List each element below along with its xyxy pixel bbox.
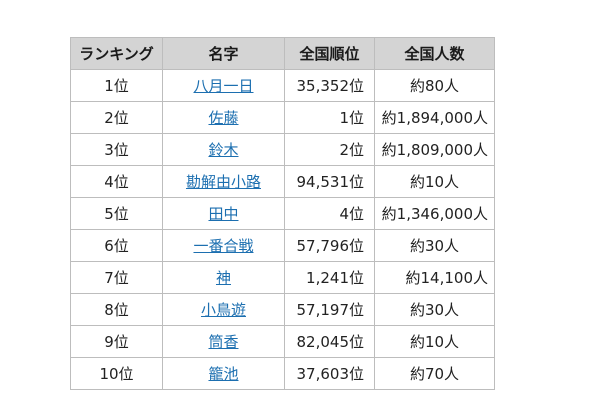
table-row: 7位 神 1,241位 約14,100人 bbox=[70, 261, 495, 294]
national-rank-cell: 2位 bbox=[284, 133, 375, 166]
surname-ranking-table: ランキング 名字 全国順位 全国人数 1位 八月一日 35,352位 約80人 2位 佐藤… bbox=[70, 37, 495, 390]
ranking-cell: 5位 bbox=[70, 197, 163, 230]
ranking-cell: 2位 bbox=[70, 101, 163, 134]
name-cell: 籠池 bbox=[162, 357, 285, 390]
header-national-rank: 全国順位 bbox=[284, 37, 375, 70]
table-body: 1位 八月一日 35,352位 約80人 2位 佐藤 1位 約1,894,000人 3位 鈴木 2位… bbox=[70, 69, 495, 390]
table-row: 8位 小鳥遊 57,197位 約30人 bbox=[70, 293, 495, 326]
surname-link[interactable]: 佐藤 bbox=[208, 109, 239, 127]
header-national-count: 全国人数 bbox=[374, 37, 495, 70]
national-count-cell: 約80人 bbox=[374, 69, 495, 102]
national-rank-cell: 35,352位 bbox=[284, 69, 375, 102]
national-rank-cell: 94,531位 bbox=[284, 165, 375, 198]
name-cell: 勘解由小路 bbox=[162, 165, 285, 198]
table-row: 1位 八月一日 35,352位 約80人 bbox=[70, 69, 495, 102]
name-cell: 佐藤 bbox=[162, 101, 285, 134]
header-name: 名字 bbox=[162, 37, 285, 70]
surname-link[interactable]: 籠池 bbox=[208, 365, 239, 383]
table-row: 5位 田中 4位 約1,346,000人 bbox=[70, 197, 495, 230]
header-row: ランキング 名字 全国順位 全国人数 bbox=[70, 37, 495, 70]
surname-link[interactable]: 小鳥遊 bbox=[200, 301, 246, 319]
national-count-cell: 約10人 bbox=[374, 325, 495, 358]
ranking-cell: 7位 bbox=[70, 261, 163, 294]
surname-link[interactable]: 勘解由小路 bbox=[185, 173, 261, 191]
national-count-cell: 約1,809,000人 bbox=[374, 133, 495, 166]
table-row: 9位 筒香 82,045位 約10人 bbox=[70, 325, 495, 358]
surname-link[interactable]: 八月一日 bbox=[193, 77, 254, 95]
name-cell: 筒香 bbox=[162, 325, 285, 358]
table-row: 4位 勘解由小路 94,531位 約10人 bbox=[70, 165, 495, 198]
surname-link[interactable]: 鈴木 bbox=[208, 141, 239, 159]
national-count-cell: 約1,346,000人 bbox=[374, 197, 495, 230]
surname-link[interactable]: 神 bbox=[215, 269, 231, 287]
surname-link[interactable]: 田中 bbox=[208, 205, 239, 223]
ranking-cell: 1位 bbox=[70, 69, 163, 102]
national-rank-cell: 1,241位 bbox=[284, 261, 375, 294]
surname-link[interactable]: 一番合戦 bbox=[193, 237, 254, 255]
national-count-cell: 約30人 bbox=[374, 293, 495, 326]
header-ranking: ランキング bbox=[70, 37, 163, 70]
name-cell: 田中 bbox=[162, 197, 285, 230]
table-header: ランキング 名字 全国順位 全国人数 bbox=[70, 37, 495, 70]
surname-link[interactable]: 筒香 bbox=[208, 333, 239, 351]
name-cell: 神 bbox=[162, 261, 285, 294]
table-row: 2位 佐藤 1位 約1,894,000人 bbox=[70, 101, 495, 134]
national-rank-cell: 57,796位 bbox=[284, 229, 375, 262]
national-rank-cell: 1位 bbox=[284, 101, 375, 134]
national-rank-cell: 82,045位 bbox=[284, 325, 375, 358]
name-cell: 一番合戦 bbox=[162, 229, 285, 262]
national-count-cell: 約30人 bbox=[374, 229, 495, 262]
national-rank-cell: 4位 bbox=[284, 197, 375, 230]
table-row: 10位 籠池 37,603位 約70人 bbox=[70, 357, 495, 390]
national-count-cell: 約70人 bbox=[374, 357, 495, 390]
table-row: 6位 一番合戦 57,796位 約30人 bbox=[70, 229, 495, 262]
name-cell: 鈴木 bbox=[162, 133, 285, 166]
ranking-cell: 3位 bbox=[70, 133, 163, 166]
ranking-cell: 9位 bbox=[70, 325, 163, 358]
name-cell: 小鳥遊 bbox=[162, 293, 285, 326]
ranking-cell: 6位 bbox=[70, 229, 163, 262]
national-rank-cell: 37,603位 bbox=[284, 357, 375, 390]
name-cell: 八月一日 bbox=[162, 69, 285, 102]
national-count-cell: 約14,100人 bbox=[374, 261, 495, 294]
table-row: 3位 鈴木 2位 約1,809,000人 bbox=[70, 133, 495, 166]
ranking-cell: 8位 bbox=[70, 293, 163, 326]
ranking-cell: 10位 bbox=[70, 357, 163, 390]
national-count-cell: 約1,894,000人 bbox=[374, 101, 495, 134]
national-count-cell: 約10人 bbox=[374, 165, 495, 198]
national-rank-cell: 57,197位 bbox=[284, 293, 375, 326]
ranking-cell: 4位 bbox=[70, 165, 163, 198]
